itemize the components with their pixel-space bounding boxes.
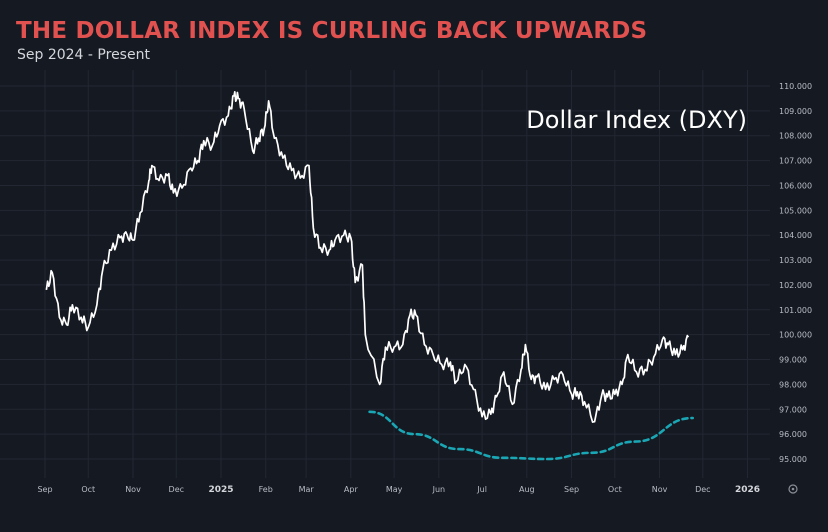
x-tick-label: Sep — [37, 485, 52, 494]
chart-subtitle: Sep 2024 - Present — [17, 47, 150, 63]
y-tick-label: 99.000 — [779, 356, 807, 365]
trend-curve — [368, 410, 694, 461]
settings-icon-dot — [791, 487, 795, 491]
y-tick-label: 109.000 — [779, 107, 812, 116]
x-tick-label: Nov — [652, 485, 668, 494]
y-tick-label: 97.000 — [779, 405, 807, 414]
y-tick-label: 96.000 — [779, 430, 807, 439]
y-tick-label: 110.000 — [779, 82, 812, 91]
x-tick-label: Mar — [299, 485, 315, 494]
settings-icon — [788, 484, 798, 494]
y-tick-label: 106.000 — [779, 181, 812, 190]
series-line-dxy — [45, 90, 690, 423]
x-tick-label: Apr — [344, 485, 359, 494]
y-tick-label: 104.000 — [779, 231, 812, 240]
y-tick-label: 100.000 — [779, 331, 812, 340]
x-tick-label: 2025 — [208, 485, 233, 495]
time-axis[interactable]: Sep Oct Nov Dec 2025 Feb Mar Apr May Jun Jul Aug Sep… — [37, 485, 760, 495]
x-tick-label: Feb — [259, 485, 273, 494]
chart-annotation: Dollar Index (DXY) — [526, 106, 747, 134]
y-tick-label: 108.000 — [779, 132, 812, 141]
y-tick-label: 102.000 — [779, 281, 812, 290]
price-axis[interactable]: 95.000 96.000 97.000 98.000 99.000 100.000 101… — [779, 82, 812, 464]
x-tick-label: Dec — [169, 485, 184, 494]
y-tick-label: 105.000 — [779, 206, 812, 215]
x-tick-label: May — [386, 485, 403, 494]
x-tick-label: Aug — [519, 485, 535, 494]
x-tick-label: 2026 — [735, 485, 760, 495]
y-tick-label: 103.000 — [779, 256, 812, 265]
chart-title: THE DOLLAR INDEX IS CURLING BACK UPWARDS — [16, 18, 648, 44]
y-tick-label: 101.000 — [779, 306, 812, 315]
x-tick-label: Nov — [125, 485, 141, 494]
y-tick-label: 98.000 — [779, 380, 807, 389]
y-tick-label: 95.000 — [779, 455, 807, 464]
x-tick-label: Sep — [564, 485, 579, 494]
x-tick-label: Jun — [432, 485, 446, 494]
x-tick-label: Jul — [476, 485, 487, 494]
x-tick-label: Dec — [695, 485, 710, 494]
x-tick-label: Oct — [81, 485, 95, 494]
y-tick-label: 107.000 — [779, 157, 812, 166]
axis-settings-button[interactable] — [788, 484, 798, 494]
grid-lines — [0, 70, 770, 478]
x-tick-label: Oct — [608, 485, 622, 494]
